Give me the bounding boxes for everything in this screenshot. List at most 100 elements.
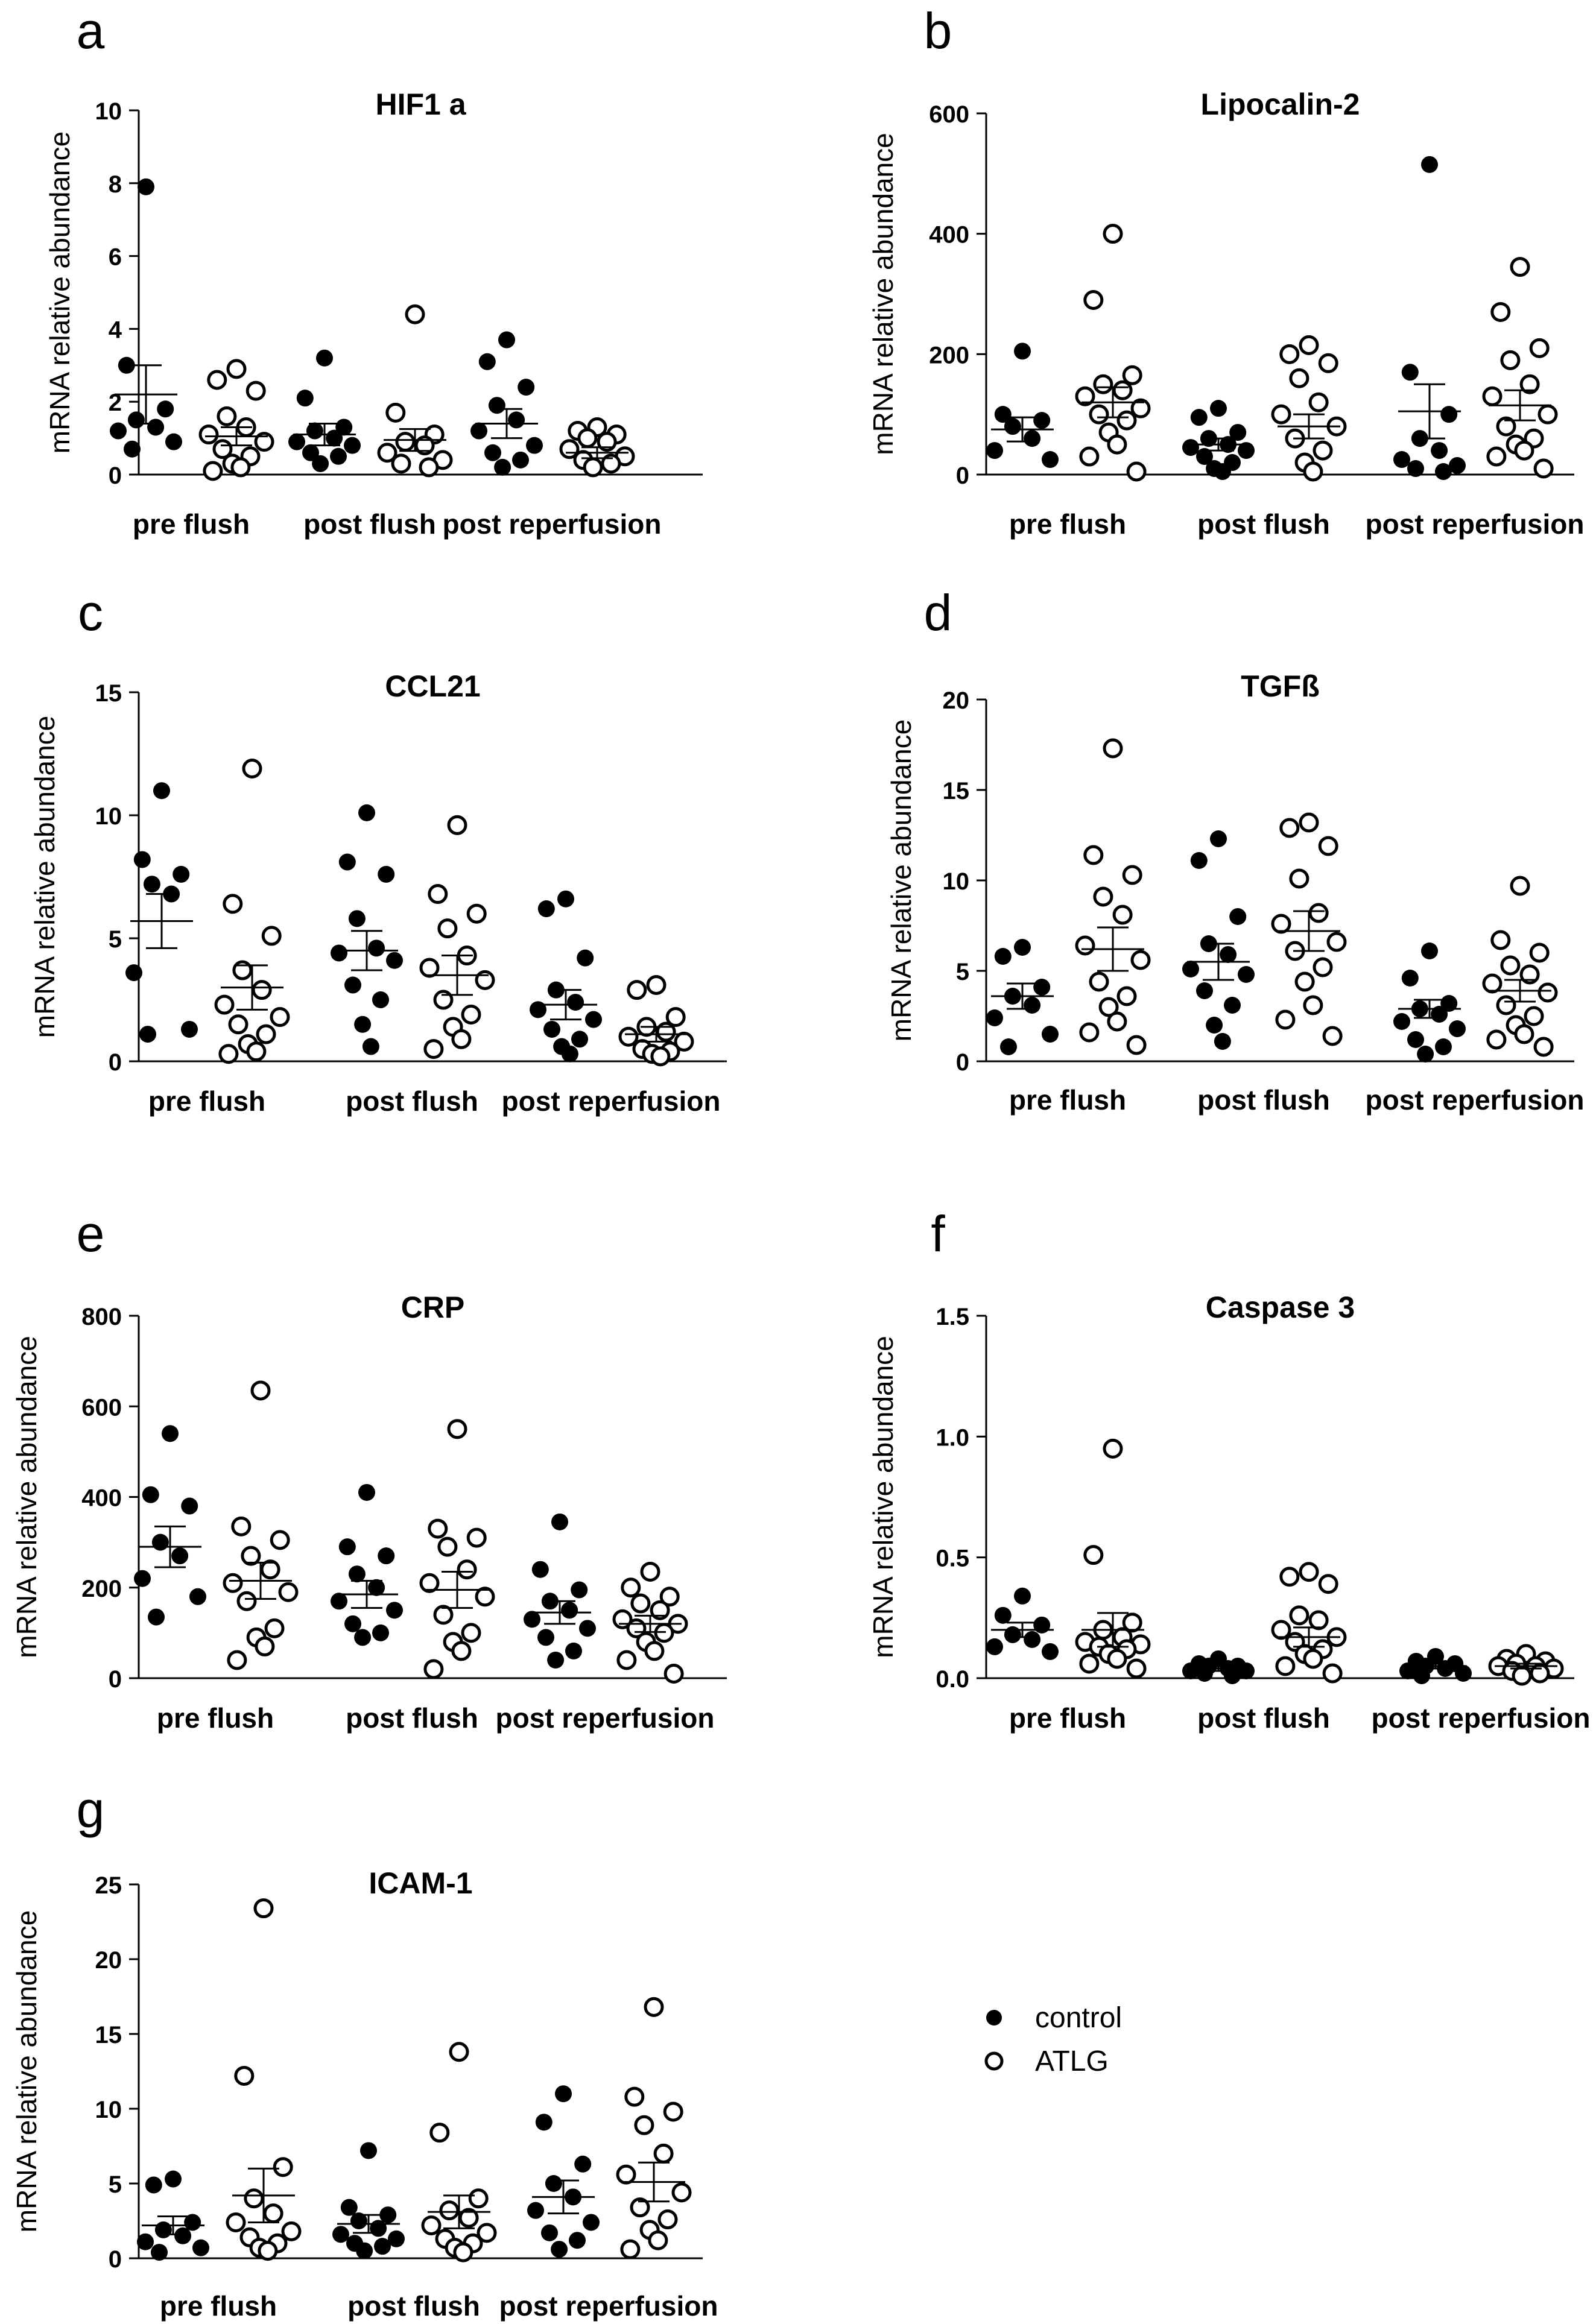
atlg-point — [1524, 1006, 1544, 1026]
atlg-point — [217, 406, 237, 426]
chart-title: Lipocalin-2 — [1201, 87, 1360, 121]
control-point — [518, 379, 535, 396]
atlg-point — [1122, 865, 1142, 885]
atlg-point — [1107, 434, 1127, 455]
atlg-point — [419, 457, 439, 478]
control-point — [110, 422, 127, 440]
atlg-point — [1289, 368, 1309, 388]
control-point — [1024, 997, 1041, 1014]
atlg-point — [1079, 1653, 1100, 1674]
atlg-point — [234, 2065, 255, 2086]
atlg-point — [1271, 404, 1291, 425]
control-point — [1196, 448, 1213, 466]
atlg-point — [1093, 374, 1113, 394]
y-tick-label: 2 — [109, 390, 122, 416]
chart-panel-e: e CRP mRNA relative abundance 0 200 400 600 800… — [11, 1205, 727, 1734]
atlg-point — [458, 2208, 479, 2228]
control-point — [151, 2244, 168, 2261]
x-category-label: post reperfusion — [496, 1702, 715, 1734]
atlg-point — [1482, 386, 1503, 406]
atlg-point — [1514, 440, 1534, 461]
atlg-point — [1103, 1438, 1123, 1459]
control-point — [1196, 982, 1213, 999]
chart-title: HIF1 a — [375, 87, 466, 121]
control-point — [378, 865, 395, 883]
control-point — [1182, 439, 1199, 456]
control-point — [1229, 424, 1247, 441]
atlg-point — [1103, 224, 1123, 244]
x-category-label: post flush — [303, 508, 436, 540]
control-point — [571, 1581, 588, 1599]
y-tick-label: 4 — [109, 317, 122, 343]
control-point — [386, 1602, 403, 1619]
atlg-point — [273, 2157, 293, 2177]
atlg-point — [218, 1044, 239, 1064]
y-tick-label: 1.5 — [936, 1304, 969, 1330]
y-tick-label: 0 — [956, 1049, 969, 1076]
control-point — [386, 952, 403, 969]
atlg-point — [644, 1997, 664, 2017]
control-point — [360, 2142, 377, 2159]
x-category-label: post reperfusion — [1372, 1702, 1591, 1734]
x-category-label: pre flush — [160, 2290, 277, 2322]
control-point — [350, 2212, 367, 2229]
control-point — [1042, 1643, 1059, 1660]
atlg-point — [1289, 1605, 1309, 1626]
control-point — [288, 433, 305, 450]
control-point — [1449, 1020, 1466, 1037]
atlg-point — [429, 2123, 450, 2143]
atlg-point — [1303, 995, 1323, 1015]
control-point — [1393, 1013, 1410, 1030]
control-point — [1431, 442, 1448, 459]
atlg-point — [1107, 1649, 1127, 1669]
atlg-point — [1322, 1663, 1343, 1684]
control-point — [184, 2214, 201, 2231]
control-point — [372, 1624, 389, 1641]
atlg-point — [451, 1641, 472, 1661]
control-point — [354, 1629, 372, 1646]
y-tick-label: 600 — [929, 101, 969, 128]
atlg-point — [1537, 404, 1558, 425]
control-point — [147, 418, 165, 436]
atlg-point — [653, 2143, 674, 2164]
control-point — [1182, 1662, 1199, 1679]
y-tick-label: 15 — [95, 680, 122, 707]
atlg-point — [1079, 446, 1100, 467]
control-point — [986, 1638, 1003, 1655]
atlg-point — [1313, 440, 1333, 461]
control-point — [1024, 1631, 1041, 1648]
control-point — [577, 949, 594, 967]
control-point — [181, 1020, 198, 1038]
control-point — [1014, 939, 1031, 956]
panel-letter: d — [924, 584, 952, 641]
atlg-point — [231, 1516, 252, 1536]
atlg-point — [1075, 935, 1095, 956]
atlg-point — [634, 2115, 654, 2135]
atlg-point — [1079, 1022, 1100, 1043]
y-axis-label: mRNA relative abundance — [867, 1336, 899, 1658]
x-category-label: post flush — [1197, 508, 1330, 540]
atlg-point — [1486, 1029, 1507, 1050]
control-point — [1407, 460, 1424, 478]
control-point — [1042, 451, 1059, 469]
x-category-label: pre flush — [1009, 508, 1126, 540]
x-category-label: pre flush — [148, 1085, 265, 1117]
atlg-point — [437, 918, 458, 939]
control-point — [171, 1547, 189, 1565]
control-point — [388, 2230, 405, 2247]
control-point — [1401, 970, 1419, 987]
y-tick-label: 0 — [109, 463, 122, 489]
atlg-point — [451, 1029, 472, 1049]
atlg-point — [377, 443, 397, 463]
atlg-point — [258, 2241, 278, 2261]
control-point — [1206, 1017, 1223, 1034]
atlg-point — [405, 304, 425, 324]
x-category-label: post flush — [346, 1702, 478, 1734]
atlg-point — [428, 1518, 448, 1539]
control-point — [1000, 1038, 1017, 1055]
atlg-point — [461, 1623, 481, 1643]
atlg-point — [1271, 914, 1291, 934]
atlg-point — [207, 370, 227, 390]
atlg-point — [1500, 955, 1521, 976]
atlg-point — [1486, 446, 1507, 467]
